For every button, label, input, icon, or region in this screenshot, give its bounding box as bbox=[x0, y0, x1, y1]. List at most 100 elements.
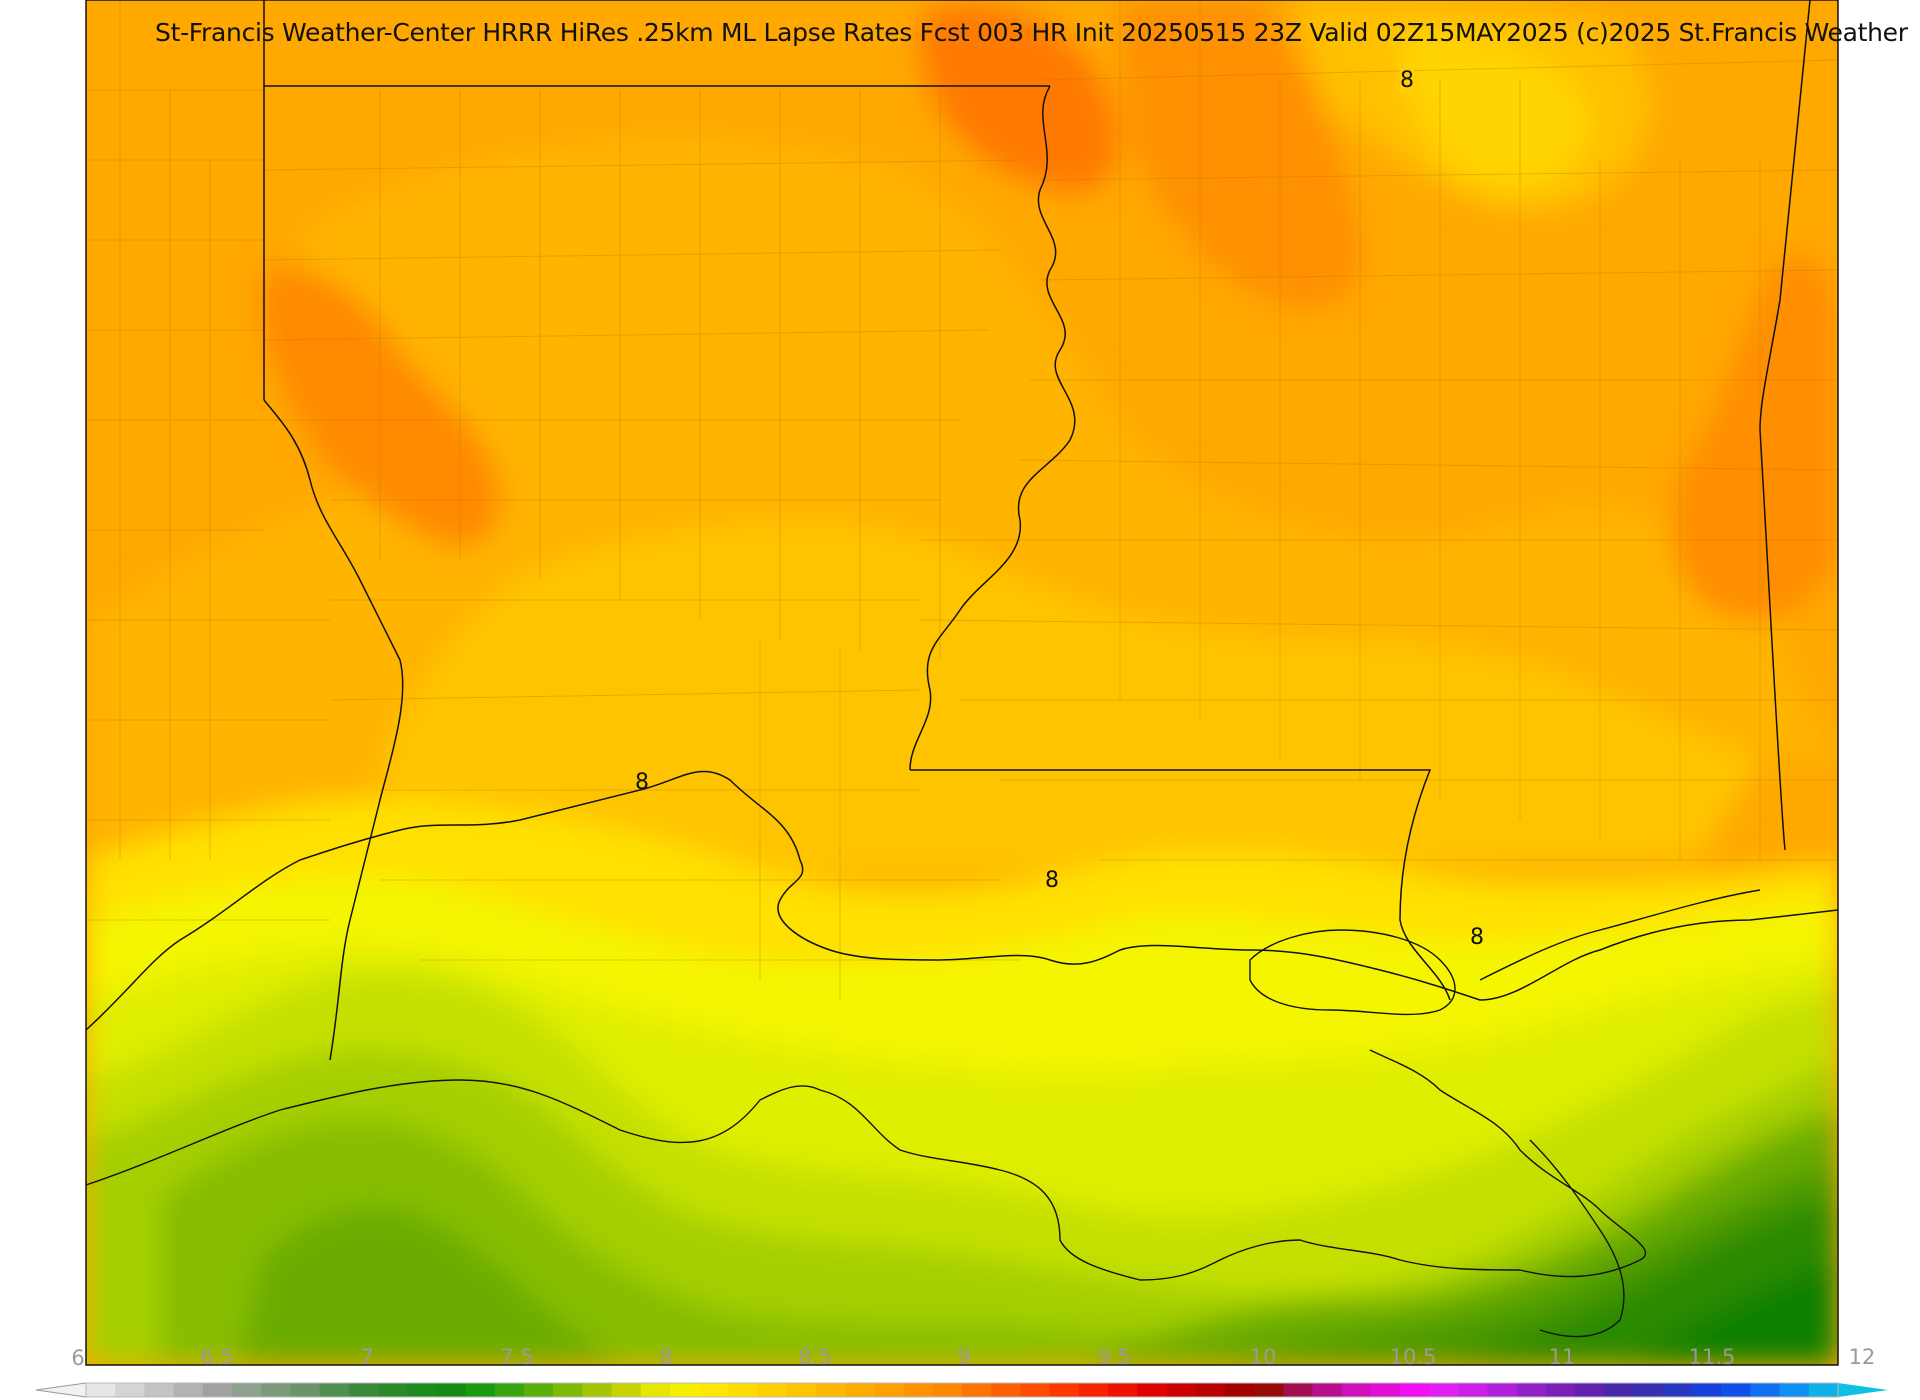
colorbar-cell bbox=[1224, 1383, 1255, 1397]
field-orange-east bbox=[1670, 254, 1838, 621]
colorbar-cell bbox=[436, 1383, 467, 1397]
colorbar-cell bbox=[494, 1383, 525, 1397]
colorbar-cell bbox=[728, 1383, 759, 1397]
mississippi-river-north bbox=[909, 85, 1076, 771]
colorbar-cell bbox=[319, 1383, 350, 1397]
colorbar-cell bbox=[1400, 1383, 1430, 1397]
colorbar-frame bbox=[85, 1382, 1839, 1398]
colorbar-cell bbox=[1429, 1383, 1459, 1397]
colorbar-cell bbox=[1633, 1383, 1664, 1397]
field-yellow-ne bbox=[1400, 30, 1592, 191]
colorbar-cell bbox=[173, 1383, 204, 1397]
colorbar-cell bbox=[524, 1383, 554, 1397]
colorbar-cell bbox=[1312, 1383, 1343, 1397]
colorbar-tick-6.5: 6.5 bbox=[200, 1345, 234, 1369]
colorbar-cell bbox=[991, 1383, 1021, 1397]
map-title: St-Francis Weather-Center HRRR HiRes .25… bbox=[155, 18, 1908, 47]
colorbar-cell bbox=[1808, 1383, 1839, 1397]
map-frame bbox=[85, 0, 1839, 1366]
colorbar-tick-6: 6 bbox=[71, 1346, 85, 1370]
lake-pontchartrain bbox=[1249, 929, 1456, 1016]
colorbar-tick-10: 10 bbox=[1249, 1345, 1277, 1369]
contour-8-line bbox=[86, 770, 1838, 1031]
colorbar-cell bbox=[845, 1383, 875, 1397]
colorbar-cell bbox=[115, 1383, 145, 1397]
colorbar-cell bbox=[1575, 1383, 1605, 1397]
field-orange-max-west bbox=[259, 268, 502, 548]
tx-la-border bbox=[263, 399, 404, 1061]
colorbar-tick-7: 7 bbox=[360, 1345, 374, 1369]
colorbar-cell bbox=[1137, 1383, 1167, 1397]
colorbar-cell bbox=[1779, 1383, 1810, 1397]
colorbar-cell bbox=[407, 1383, 437, 1397]
colorbar-cell bbox=[1487, 1383, 1518, 1397]
colorbar-cell bbox=[582, 1383, 613, 1397]
colorbar-cell bbox=[1692, 1383, 1722, 1397]
colorbar-tick-9: 9 bbox=[957, 1345, 971, 1369]
colorbar-cell bbox=[290, 1383, 321, 1397]
delta bbox=[1529, 1139, 1625, 1338]
colorbar-cell bbox=[1750, 1383, 1781, 1397]
colorbar-tick-8: 8 bbox=[659, 1345, 673, 1369]
contour-label: 8 bbox=[635, 770, 649, 795]
colorbar-cell bbox=[1662, 1383, 1693, 1397]
colorbar-cell bbox=[348, 1383, 379, 1397]
colorbar-cell bbox=[962, 1383, 992, 1397]
colorbar-max-extend bbox=[1838, 1383, 1888, 1397]
contour-label: 8 bbox=[1400, 68, 1414, 93]
colorbar-cell bbox=[202, 1383, 233, 1397]
colorbar-cell bbox=[1546, 1383, 1576, 1397]
colorbar-cell bbox=[1721, 1383, 1751, 1397]
colorbar-cell bbox=[1458, 1383, 1489, 1397]
colorbar-cell bbox=[232, 1383, 262, 1397]
field-orange-ne bbox=[1120, 0, 1362, 308]
colorbar-cell bbox=[1370, 1383, 1401, 1397]
ms-coast bbox=[1479, 889, 1761, 981]
field-orange-max-north bbox=[919, 4, 1118, 192]
colorbar-cell bbox=[86, 1383, 116, 1397]
colorbar-tick-10.5: 10.5 bbox=[1389, 1345, 1437, 1369]
colorbar-cell bbox=[757, 1383, 788, 1397]
colorbar-cell bbox=[1341, 1383, 1372, 1397]
la-ms-border bbox=[910, 769, 1451, 1001]
colorbar-cell bbox=[1604, 1383, 1635, 1397]
colorbar-tick-9.5: 9.5 bbox=[1097, 1345, 1131, 1369]
colorbar-cell bbox=[1516, 1383, 1547, 1397]
colorbar-cell bbox=[932, 1383, 963, 1397]
field-green-light bbox=[160, 1120, 1838, 1365]
colorbar-cell bbox=[378, 1383, 408, 1397]
colorbar-tick-7.5: 7.5 bbox=[500, 1345, 534, 1369]
colorbar-cell bbox=[261, 1383, 291, 1397]
colorbar-tick-11.5: 11.5 bbox=[1688, 1345, 1736, 1369]
colorbar-cell bbox=[1049, 1383, 1080, 1397]
colorbar-cell bbox=[465, 1383, 496, 1397]
colorbar-cell bbox=[1195, 1383, 1226, 1397]
colorbar-cell bbox=[816, 1383, 846, 1397]
colorbar-min-extend bbox=[35, 1382, 87, 1398]
colorbar-cell bbox=[611, 1383, 642, 1397]
gulf-coast bbox=[86, 1049, 1647, 1281]
county-lines bbox=[86, 0, 1838, 1000]
colorbar-cell bbox=[1254, 1383, 1284, 1397]
ms-al-border bbox=[1759, 0, 1811, 851]
colorbar-cell bbox=[874, 1383, 905, 1397]
shaded-field bbox=[86, 0, 1838, 1365]
colorbar-tick-8.5: 8.5 bbox=[798, 1345, 832, 1369]
colorbar-tick-11: 11 bbox=[1548, 1345, 1576, 1369]
field-amber-b bbox=[380, 522, 1760, 880]
colorbar-cell bbox=[786, 1383, 817, 1397]
ok-ar-border bbox=[263, 0, 1050, 400]
colorbar-tick-12: 12 bbox=[1848, 1345, 1876, 1369]
coastline bbox=[86, 889, 1761, 1338]
colorbar-cell bbox=[670, 1383, 700, 1397]
field-green-deepest bbox=[1620, 1260, 1838, 1365]
colorbar-cell bbox=[640, 1383, 671, 1397]
colorbar bbox=[35, 1382, 1888, 1398]
field-green-west bbox=[240, 1207, 620, 1365]
colorbar-cell bbox=[144, 1383, 175, 1397]
colorbar-cell bbox=[1283, 1383, 1313, 1397]
colorbar-cell bbox=[1108, 1383, 1138, 1397]
colorbar-cell bbox=[1166, 1383, 1197, 1397]
contour-label: 8 bbox=[1045, 868, 1059, 893]
